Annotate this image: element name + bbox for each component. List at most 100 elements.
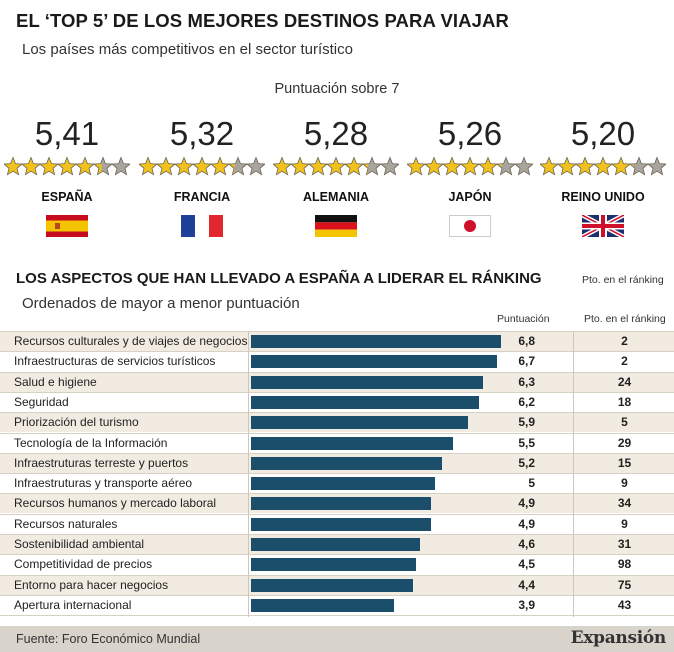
category-label: Recursos humanos y mercado laboral (14, 496, 217, 511)
source-note: Fuente: Foro Económico Mundial (16, 632, 201, 646)
bar-value-label: 6,3 (518, 374, 535, 389)
star-full-icon (574, 156, 596, 176)
rating-stars (4, 156, 130, 176)
row-divider (0, 331, 674, 332)
star-full-icon (477, 156, 499, 176)
row-divider (0, 351, 674, 353)
country-stars (405, 156, 535, 178)
rating-stars (273, 156, 399, 176)
table-row: Recursos naturales 4,9 9 (0, 514, 674, 534)
category-label: Infraestruturas terreste y puertos (14, 455, 189, 470)
rank-value: 2 (621, 354, 628, 369)
table-row: Priorización del turismo 5,9 5 (0, 412, 674, 433)
bar-value-label: 6,7 (518, 354, 535, 369)
star-empty-icon (110, 156, 130, 176)
row-divider (0, 452, 674, 454)
star-full-icon (74, 156, 96, 176)
table-row: Recursos culturales y de viajes de negoc… (0, 331, 674, 351)
expansion-logo: Expansión (570, 628, 667, 648)
rank-value: 9 (621, 476, 628, 491)
country-stars (271, 156, 401, 178)
star-full-icon (325, 156, 347, 176)
bar-value-label: 4,5 (518, 557, 535, 572)
table-row: Seguridad 6,2 18 (0, 392, 674, 412)
rating-stars (139, 156, 265, 176)
country-score: 5,28 (303, 115, 369, 152)
country-score: 5,26 (437, 115, 503, 152)
row-divider (0, 554, 674, 556)
bar (251, 497, 432, 511)
page-subtitle: Los países más competitivos en el sector… (22, 41, 353, 58)
country-name: JAPÓN (448, 190, 492, 204)
rank-value: 98 (617, 557, 632, 572)
star-empty-icon (646, 156, 666, 176)
country-stars (137, 156, 267, 178)
row-divider (0, 412, 674, 414)
japan-flag-icon (449, 215, 491, 237)
bar (251, 436, 454, 450)
star-full-icon (38, 156, 60, 176)
row-divider (0, 432, 674, 434)
bar-value-label: 4,6 (518, 537, 535, 551)
country-card: 5,32 FRANCIA (137, 114, 267, 242)
bar-axis-line (248, 331, 249, 617)
row-divider (0, 473, 674, 475)
country-stars (2, 156, 132, 178)
table-row: Salud e higiene 6,3 24 (0, 371, 674, 392)
bar-value-label: 5,2 (518, 455, 535, 470)
score-scale-label: Puntuación sobre 7 (274, 81, 400, 97)
star-full-icon (343, 156, 365, 176)
bar-value-label: 5,9 (518, 415, 535, 430)
star-partial-icon (92, 156, 114, 176)
star-full-icon (191, 156, 213, 176)
star-partial-icon (628, 156, 650, 176)
bar (251, 558, 417, 572)
table-row: Recursos humanos y mercado laboral 4,9 34 (0, 493, 674, 514)
bar (251, 395, 479, 409)
star-full-icon (273, 156, 293, 176)
rating-stars (540, 156, 666, 176)
rank-value: 29 (617, 435, 632, 450)
star-full-icon (459, 156, 481, 176)
star-full-icon (56, 156, 78, 176)
bar (251, 477, 435, 491)
bar-value-label: 5,5 (518, 435, 535, 450)
bar-value-label: 4,4 (518, 577, 535, 592)
france-flag-icon (181, 215, 223, 237)
country-card: 5,26 JAPÓN (405, 114, 535, 242)
bar (251, 578, 413, 592)
row-divider (0, 615, 674, 617)
germany-flag-icon (315, 215, 357, 237)
star-full-icon (139, 156, 159, 176)
table-row: Apertura internacional 3,9 43 (0, 595, 674, 615)
country-card: 5,28 ALEMANIA (271, 114, 401, 242)
rank-value: 15 (617, 455, 632, 470)
category-label: Infraestruturas y transporte aéreo (14, 476, 193, 491)
row-divider (0, 534, 674, 535)
table-row: Infraestruturas y transporte aéreo 5 9 (0, 473, 674, 493)
country-name: ALEMANIA (303, 190, 369, 204)
section-rank-label: Pto. en el ránking (582, 274, 664, 286)
rank-value: 9 (621, 516, 628, 531)
bar (251, 517, 432, 531)
row-divider (0, 574, 674, 576)
star-full-icon (307, 156, 329, 176)
category-label: Recursos culturales y de viajes de negoc… (14, 334, 248, 348)
rank-value: 43 (617, 597, 632, 612)
bar (251, 335, 501, 348)
star-full-icon (155, 156, 177, 176)
table-row: Sostenibilidad ambiental 4,6 31 (0, 534, 674, 554)
rank-value: 2 (621, 334, 628, 348)
bar (251, 598, 395, 612)
rank-value: 34 (617, 496, 632, 511)
country-name: REINO UNIDO (561, 190, 645, 204)
country-score: 5,41 (34, 115, 100, 152)
star-full-icon (592, 156, 614, 176)
bar-value-label: 5 (528, 476, 535, 491)
uk-flag-icon (580, 213, 626, 239)
country-name: FRANCIA (173, 190, 231, 204)
category-label: Recursos naturales (14, 516, 118, 531)
bar (251, 456, 443, 470)
rank-value: 24 (617, 374, 632, 389)
row-divider (0, 594, 674, 596)
